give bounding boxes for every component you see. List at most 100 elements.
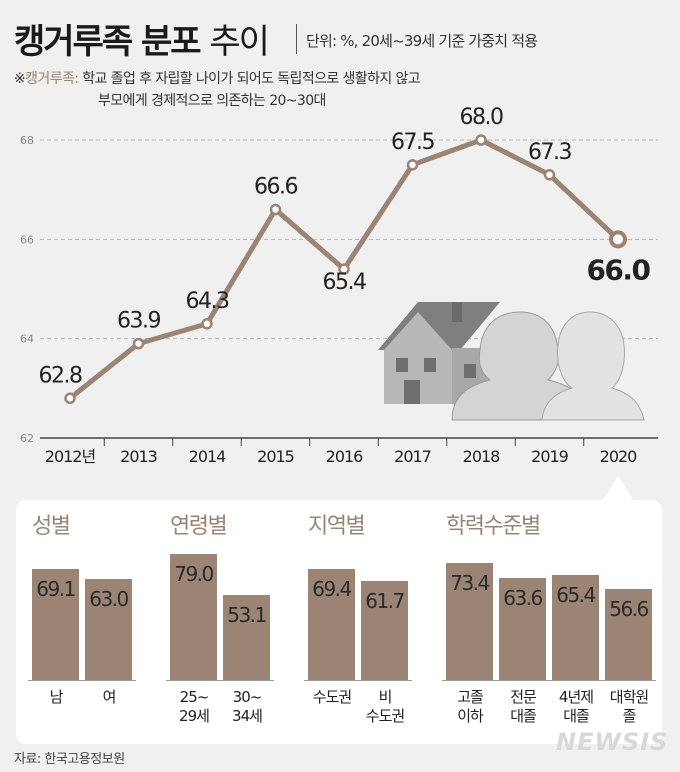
- bar-value-label: 79.0: [174, 561, 214, 586]
- bar: [552, 575, 599, 680]
- x-tick-label: 2018: [463, 447, 501, 466]
- data-point: [475, 134, 487, 146]
- bar-value-label: 53.1: [227, 603, 267, 628]
- x-tick-label: 2016: [326, 447, 364, 466]
- note-term: 캥거루족:: [25, 71, 79, 87]
- bar-value-label: 63.6: [503, 586, 543, 611]
- bar-category-label: 여: [79, 688, 139, 707]
- bar-category-label: 고졸 이하: [440, 688, 500, 726]
- bar-category-line: 고졸: [457, 688, 484, 706]
- group-title: 성별: [32, 514, 71, 539]
- data-point: [132, 337, 145, 350]
- data-label: 63.9: [117, 309, 160, 334]
- x-tick-label: 2014: [189, 447, 227, 466]
- group-title: 학력수준별: [446, 514, 541, 539]
- bar-category-line: 전문: [510, 688, 537, 706]
- note-line2: 부모에게 경제적으로 의존하는 20~30대: [98, 93, 326, 109]
- data-label: 67.3: [528, 140, 571, 165]
- illustration-house-and-people: [378, 302, 645, 421]
- data-point: [406, 159, 419, 171]
- bar: [170, 553, 217, 680]
- bar-category-line: 대졸: [510, 707, 537, 725]
- bar-category-line: 수도권: [365, 707, 405, 725]
- bar-category-line: 졸: [622, 707, 637, 725]
- bar: [308, 568, 355, 680]
- y-tick-label: 64: [20, 333, 34, 346]
- data-label: 62.8: [39, 363, 82, 388]
- bar: [85, 579, 132, 680]
- y-tick-label: 66: [20, 233, 34, 246]
- bar: [446, 562, 493, 680]
- bar-category-label: 비 수도권: [355, 688, 415, 726]
- bar-category-label: 전문 대졸: [493, 688, 553, 726]
- bar: [32, 569, 79, 680]
- group-title: 연령별: [170, 514, 228, 539]
- bar-category-line: 25~: [179, 688, 210, 706]
- data-point: [269, 203, 282, 216]
- data-label: 66.6: [254, 175, 297, 200]
- bar-value-label: 63.0: [89, 587, 129, 612]
- data-point: [543, 169, 556, 181]
- title-bold: 캥거루족 분포: [14, 22, 202, 62]
- unit-note: 단위: %, 20세~39세 기준 가중치 적용: [306, 32, 538, 50]
- x-tick-label: 2015: [257, 447, 294, 466]
- note-prefix: ※: [14, 71, 26, 87]
- title-divider: [296, 24, 297, 54]
- bar-category-line: 29세: [179, 707, 210, 725]
- bar-category-line: 이하: [457, 707, 484, 725]
- bar-category-label: 30~ 34세: [217, 688, 277, 726]
- source-text: 자료: 한국고용정보원: [14, 752, 125, 767]
- bar: [499, 578, 546, 680]
- y-tick-label: 62: [20, 432, 34, 445]
- house-front-icon: [384, 312, 452, 404]
- bar-value-label: 56.6: [609, 597, 649, 622]
- grid-layer: 62 64 66 68 2012년 2013 2014 2015 2016 2017 2018 201…: [20, 134, 658, 466]
- group-baseline: [304, 680, 412, 681]
- group-baseline: [442, 680, 656, 681]
- bar: [605, 589, 652, 680]
- data-point: [201, 318, 213, 330]
- line-layer: 62.8 63.9 64.3 66.6 65.4 67.5 68.0 67.3 66.0: [39, 105, 652, 405]
- woman-silhouette-icon: [541, 311, 645, 421]
- group-baseline: [166, 680, 274, 681]
- bar-category-label: 대학원 졸: [599, 688, 659, 726]
- line-chart: 62 64 66 68 2012년 2013 2014 2015 2016 2017 2018 201…: [20, 105, 658, 466]
- bar-category-label: 25~ 29세: [164, 688, 224, 726]
- title-light: 추이: [209, 22, 270, 62]
- bar-category-label: 4년제 대졸: [546, 688, 606, 726]
- group-title: 지역별: [308, 514, 366, 539]
- house-window-icon: [424, 358, 436, 372]
- bar-value-label: 73.4: [450, 570, 490, 595]
- bar-category-line: 여: [102, 688, 117, 706]
- bar-category-line: 4년제: [558, 688, 594, 706]
- newsis-logo: NEWSIS: [556, 728, 669, 756]
- man-silhouette-icon: [451, 311, 591, 421]
- data-label: 64.3: [186, 289, 229, 314]
- x-tick-label: 2020: [600, 447, 638, 466]
- x-tick-label: 2013: [120, 447, 157, 466]
- x-tick-label: 2017: [394, 447, 431, 466]
- bar: [223, 595, 270, 680]
- bar-category-line: 남: [49, 688, 64, 706]
- bar-value-label: 61.7: [365, 589, 405, 614]
- data-point-highlight: [609, 230, 627, 249]
- data-point: [338, 263, 350, 275]
- data-label: 66.0: [586, 253, 650, 286]
- group-baseline: [28, 680, 136, 681]
- bar-category-line: 수도권: [312, 688, 352, 706]
- house-window-icon: [396, 358, 408, 372]
- bar-category-line: 비: [378, 688, 393, 706]
- bar-value-label: 65.4: [556, 583, 596, 608]
- bar-category-line: 30~: [232, 688, 263, 706]
- bar-category-line: 대학원: [609, 688, 649, 706]
- card-pointer: [602, 476, 634, 501]
- y-tick-label: 68: [20, 134, 34, 147]
- definition-note: ※캥거루족: 학교 졸업 후 자립할 나이가 되어도 독립적으로 생활하지 않고…: [14, 68, 421, 112]
- bar-category-line: 대졸: [563, 707, 590, 725]
- chart-title: 캥거루족 분포 추이: [14, 14, 270, 63]
- bar: [361, 581, 408, 680]
- bar-value-label: 69.1: [36, 577, 76, 602]
- bar-category-line: 34세: [232, 707, 263, 725]
- data-label: 67.5: [391, 130, 434, 155]
- data-label: 68.0: [460, 105, 503, 130]
